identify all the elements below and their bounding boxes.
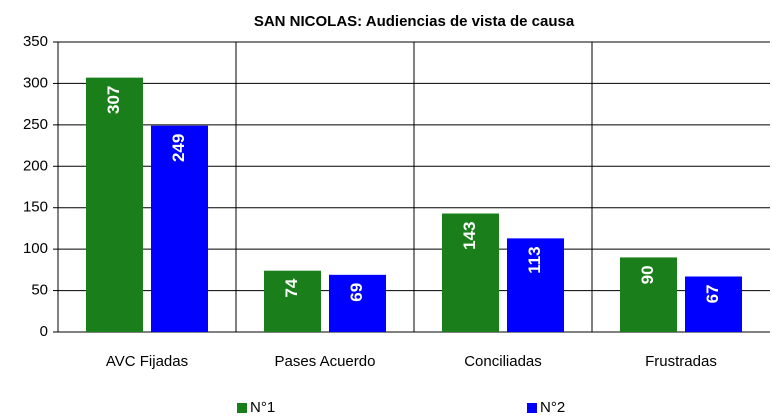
data-label: 67 bbox=[703, 284, 722, 303]
x-tick-label: Frustradas bbox=[645, 353, 717, 370]
x-tick-label: Pases Acuerdo bbox=[275, 353, 376, 370]
y-tick-label: 250 bbox=[23, 116, 48, 133]
bar bbox=[264, 270, 321, 332]
bar bbox=[442, 213, 499, 332]
data-label: 249 bbox=[169, 134, 188, 162]
data-label: 143 bbox=[460, 222, 479, 250]
y-tick-label: 50 bbox=[31, 282, 48, 299]
chart-title: SAN NICOLAS: Audiencias de vista de caus… bbox=[254, 13, 575, 30]
data-label: 90 bbox=[638, 265, 657, 284]
bar bbox=[685, 276, 742, 332]
y-tick-label: 150 bbox=[23, 199, 48, 216]
data-label: 113 bbox=[525, 246, 544, 273]
y-tick-label: 300 bbox=[23, 74, 48, 91]
y-tick-label: 0 bbox=[40, 323, 48, 340]
data-label: 74 bbox=[282, 278, 301, 297]
bar bbox=[151, 125, 208, 332]
legend-label: N°2 bbox=[540, 399, 565, 416]
y-tick-label: 350 bbox=[23, 33, 48, 50]
bar bbox=[620, 257, 677, 332]
y-tick-label: 200 bbox=[23, 157, 48, 174]
bar bbox=[329, 274, 386, 332]
legend-label: N°1 bbox=[250, 399, 275, 416]
bar bbox=[86, 77, 143, 332]
x-tick-label: Conciliadas bbox=[464, 353, 542, 370]
legend-swatch bbox=[527, 403, 537, 413]
bar bbox=[507, 238, 564, 332]
data-label: 307 bbox=[104, 86, 123, 114]
y-tick-label: 100 bbox=[23, 240, 48, 257]
x-tick-label: AVC Fijadas bbox=[106, 353, 188, 370]
data-label: 69 bbox=[347, 283, 366, 302]
legend-swatch bbox=[237, 403, 247, 413]
